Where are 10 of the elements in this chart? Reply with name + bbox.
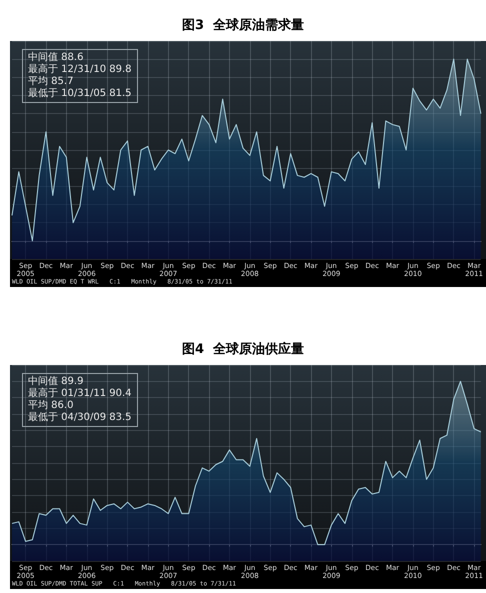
chart-title: 图4 全球原油供应量 (182, 341, 304, 357)
annotation: 平均 86.0 (28, 400, 74, 412)
annotation: 最低于 04/30/09 83.5 (28, 412, 132, 424)
chart-title: 图3 全球原油需求量 (182, 17, 304, 33)
annotation: 中间值 89.9 (28, 376, 84, 388)
annotation: 中间值 88.6 (28, 52, 84, 64)
annotation: 最低于 10/31/05 81.5 (28, 88, 132, 100)
annotation: 最高于 12/31/10 89.8 (28, 64, 132, 76)
annotation: 最高于 01/31/11 90.4 (28, 388, 132, 400)
annotation: 平均 85.7 (28, 76, 74, 88)
